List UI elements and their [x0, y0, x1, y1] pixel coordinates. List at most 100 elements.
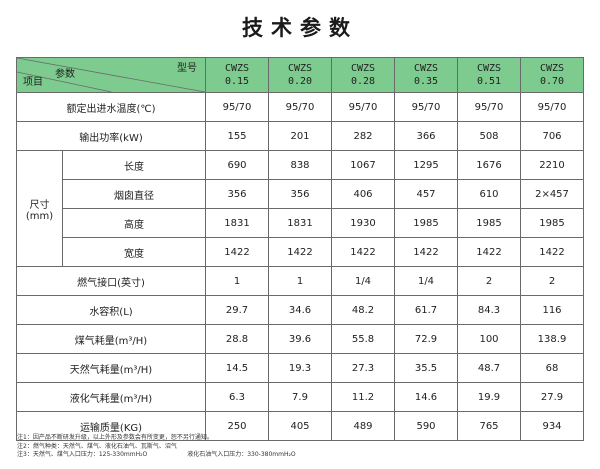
table-cell: 1985 — [394, 208, 458, 238]
table-row-length: 尺寸(mm) 长度 690 838 1067 1295 1676 2210 — [16, 150, 584, 267]
table-row-temp: 额定出进水温度(℃) 95/70 95/70 95/70 95/70 95/70… — [16, 92, 584, 122]
table-cell: 590 — [394, 411, 458, 441]
row-label: 煤气耗量(m³/H) — [16, 324, 206, 354]
table-cell: 155 — [205, 121, 269, 151]
table-cell: 706 — [520, 121, 584, 151]
table-cell: 19.9 — [457, 382, 521, 412]
table-row-chimney: 烟囱直径 356 356 406 457 610 2×457 — [17, 179, 584, 209]
table-cell: 2×457 — [520, 179, 584, 209]
table-cell: 1 — [205, 266, 269, 296]
table-cell: 35.5 — [394, 353, 458, 383]
table-cell: 1422 — [268, 237, 332, 267]
table-cell: 1 — [268, 266, 332, 296]
table-cell: 2 — [457, 266, 521, 296]
table-cell: 11.2 — [331, 382, 395, 412]
table-cell: 95/70 — [331, 92, 395, 122]
table-cell: 1422 — [331, 237, 395, 267]
table-cell: 1422 — [457, 237, 521, 267]
table-cell: 95/70 — [205, 92, 269, 122]
table-cell: 1295 — [394, 150, 458, 180]
table-cell: 457 — [394, 179, 458, 209]
table-cell: 765 — [457, 411, 521, 441]
footnotes: 注1：因产品不断研发升级，以上外形及参数会有所变更，恕不另行通知。 注2：燃气种… — [17, 434, 587, 460]
table-cell: 1831 — [268, 208, 332, 238]
row-label: 烟囱直径 — [62, 179, 206, 209]
table-cell: 95/70 — [457, 92, 521, 122]
model-header: CWZS 0.51 — [457, 57, 521, 93]
table-cell: 100 — [457, 324, 521, 354]
header-type-label: 型号 — [177, 63, 197, 74]
page-title: 技术参数 — [242, 16, 358, 40]
table-cell: 1067 — [331, 150, 395, 180]
model-header: CWZS 0.15 — [205, 57, 269, 93]
table-cell: 7.9 — [268, 382, 332, 412]
table-cell: 1985 — [457, 208, 521, 238]
table-cell: 366 — [394, 121, 458, 151]
table-cell: 68 — [520, 353, 584, 383]
header-row: 型号 参数 项目 CWZS 0.15 CWZS 0.20 CWZS 0.28 CWZS… — [16, 57, 584, 93]
table-cell: 39.6 — [268, 324, 332, 354]
table-cell: 48.2 — [331, 295, 395, 325]
footnote-3-natural-gas: 注3：天然气、煤气入口压力：125-330mmH₂O — [17, 451, 148, 458]
table-cell: 2 — [520, 266, 584, 296]
table-cell: 61.7 — [394, 295, 458, 325]
table-cell: 95/70 — [394, 92, 458, 122]
footnote-1: 注1：因产品不断研发升级，以上外形及参数会有所变更，恕不另行通知。 — [17, 434, 213, 441]
table-cell: 838 — [268, 150, 332, 180]
table-row-width: 宽度 1422 1422 1422 1422 1422 1422 — [17, 237, 584, 267]
table-cell: 1422 — [394, 237, 458, 267]
table-cell: 55.8 — [331, 324, 395, 354]
model-header: CWZS 0.70 — [520, 57, 584, 93]
table-cell: 690 — [205, 150, 269, 180]
table-cell: 356 — [205, 179, 269, 209]
table-cell: 72.9 — [394, 324, 458, 354]
table-cell: 34.6 — [268, 295, 332, 325]
model-header: CWZS 0.28 — [331, 57, 395, 93]
table-cell: 201 — [268, 121, 332, 151]
table-cell: 1/4 — [394, 266, 458, 296]
table-cell: 84.3 — [457, 295, 521, 325]
row-label: 输出功率(kW) — [16, 121, 206, 151]
header-corner-cell: 型号 参数 项目 — [16, 57, 206, 93]
row-label: 长度 — [62, 150, 206, 180]
table-cell: 282 — [331, 121, 395, 151]
model-header: CWZS 0.35 — [394, 57, 458, 93]
footnote-3: 注3：天然气、煤气入口压力：125-330mmH₂O 液化石油气入口压力：330-… — [17, 451, 587, 460]
table-cell: 1422 — [520, 237, 584, 267]
table-cell: 27.3 — [331, 353, 395, 383]
table-cell: 14.6 — [394, 382, 458, 412]
table-cell: 138.9 — [520, 324, 584, 354]
row-label: 宽度 — [62, 237, 206, 267]
table-row-power: 输出功率(kW) 155 201 282 366 508 706 — [16, 121, 584, 151]
table-cell: 405 — [268, 411, 332, 441]
table-cell: 1676 — [457, 150, 521, 180]
table-row-water-volume: 水容积(L) 29.7 34.6 48.2 61.7 84.3 116 — [16, 295, 584, 325]
table-cell: 27.9 — [520, 382, 584, 412]
table-row-gas-port: 燃气接口(英寸) 1 1 1/4 1/4 2 2 — [16, 266, 584, 296]
table-cell: 1831 — [205, 208, 269, 238]
row-label: 额定出进水温度(℃) — [16, 92, 206, 122]
table-cell: 610 — [457, 179, 521, 209]
table-cell: 1930 — [331, 208, 395, 238]
row-label: 燃气接口(英寸) — [16, 266, 206, 296]
table-cell: 29.7 — [205, 295, 269, 325]
table-row-weight: 运输质量(KG) 250 405 489 590 765 934 — [16, 411, 584, 441]
table-cell: 1422 — [205, 237, 269, 267]
row-label: 水容积(L) — [16, 295, 206, 325]
row-label: 运输质量(KG) — [16, 411, 206, 441]
diagonal-line-icon — [17, 58, 205, 92]
table-row-height: 高度 1831 1831 1930 1985 1985 1985 — [17, 208, 584, 238]
table-cell: 14.5 — [205, 353, 269, 383]
row-label: 液化气耗量(m³/H) — [16, 382, 206, 412]
table-cell: 1/4 — [331, 266, 395, 296]
table-cell: 406 — [331, 179, 395, 209]
row-label: 高度 — [62, 208, 206, 238]
table-cell: 116 — [520, 295, 584, 325]
table-row-coal-gas: 煤气耗量(m³/H) 28.8 39.6 55.8 72.9 100 138.9 — [16, 324, 584, 354]
table-cell: 95/70 — [268, 92, 332, 122]
table-row-natural-gas: 天然气耗量(m³/H) 14.5 19.3 27.3 35.5 48.7 68 — [16, 353, 584, 383]
table-cell: 250 — [205, 411, 269, 441]
size-group-label: 尺寸(mm) — [16, 150, 63, 267]
table-cell: 356 — [268, 179, 332, 209]
spec-table: 型号 参数 项目 CWZS 0.15 CWZS 0.20 CWZS 0.28 CWZS… — [16, 57, 584, 441]
